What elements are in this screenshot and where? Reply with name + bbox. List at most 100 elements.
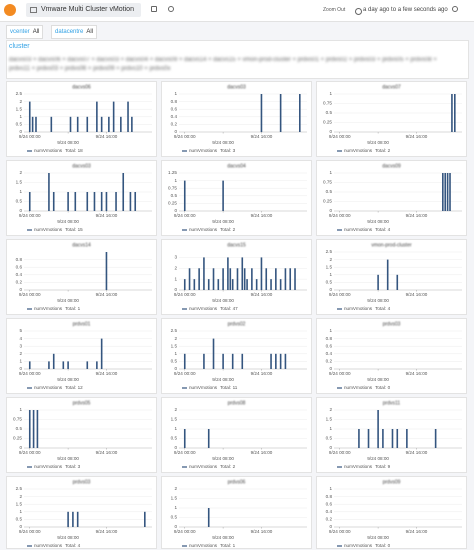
bar — [31, 116, 34, 132]
bar — [36, 410, 39, 448]
logo[interactable] — [4, 4, 16, 16]
x-tick-label: 9/24 16:00 — [96, 450, 118, 455]
y-tick-label: 2 — [19, 351, 22, 356]
legend-series-name: numVmotions — [34, 385, 63, 390]
bar — [442, 173, 444, 211]
y-tick-label: 2 — [19, 99, 22, 104]
y-tick-label: 1 — [329, 328, 332, 333]
chart: dacvs03 0 0.2 0.4 0.6 0.8 1 9/24 00:00 9/24 08:0… — [171, 84, 307, 153]
chart: prdvs06 0 0.5 1 1.5 2 9/24 00:00 9/24 08:00 9/24… — [171, 479, 307, 548]
x-tick-label: 9/24 00:00 — [329, 213, 351, 218]
legend-total: 11 — [233, 385, 238, 390]
panel-title: prdvs06 — [228, 479, 246, 485]
y-tick-label: 0 — [329, 208, 332, 213]
x-tick-label: 9/24 08:00 — [367, 377, 389, 382]
x-tick-label: 9/24 16:00 — [251, 213, 273, 218]
x-tick-label: 9/24 00:00 — [19, 371, 41, 376]
bar — [28, 361, 31, 369]
time-range[interactable]: a day ago to a few seconds ago — [355, 5, 448, 16]
y-tick-label: 0 — [19, 287, 22, 292]
bar — [69, 116, 72, 132]
bar — [391, 429, 394, 448]
y-tick-label: 0.5 — [326, 189, 333, 194]
bar — [76, 511, 79, 527]
dashboard-title[interactable]: Vmware Multi Cluster vMotion — [41, 6, 134, 13]
legend-entry: numVmotions Total: 47 — [189, 306, 238, 311]
y-tick-label: 1.5 — [326, 417, 333, 422]
y-tick-label: 3 — [174, 255, 177, 260]
bar — [207, 429, 210, 448]
dashboard-picker[interactable]: Vmware Multi Cluster vMotion — [26, 3, 141, 17]
graph-panel: vmon-prod-cluster 0 0.5 1 1.5 2 2.5 9/24 00:00 9… — [316, 239, 467, 315]
y-tick-label: 0.6 — [16, 264, 23, 269]
x-tick-label: 9/24 08:00 — [212, 140, 234, 145]
y-tick-label: 0 — [19, 208, 22, 213]
y-tick-label: 0.8 — [326, 336, 333, 341]
x-tick-label: 9/24 00:00 — [329, 134, 351, 139]
variable-value[interactable]: All — [32, 29, 40, 35]
y-tick-label: 0.6 — [326, 501, 333, 506]
legend-entry: numVmotions Total: 0 — [344, 543, 391, 548]
x-tick-label: 9/24 08:00 — [367, 535, 389, 540]
x-tick-label: 9/24 08:00 — [57, 535, 79, 540]
graph-panel: prdvs01 0 1 2 3 4 5 9/24 00:00 9/24 08:00 9/24 16… — [6, 318, 157, 394]
share-icon[interactable] — [151, 6, 157, 12]
bar — [212, 268, 215, 290]
graph-panel: prdvs05 0 0.25 0.5 0.75 1 9/24 00:00 9/24 08:00… — [6, 397, 157, 473]
settings-icon[interactable] — [168, 6, 174, 12]
panel-title: prdvs01 — [73, 321, 91, 327]
refresh-icon[interactable] — [452, 6, 458, 12]
legend-total: 47 — [233, 306, 239, 311]
chart: dacvs04 0 0.25 0.5 0.75 1 1.25 9/24 00:00 9/24 0… — [168, 163, 307, 232]
bar — [86, 192, 89, 211]
legend-total: 4 — [388, 227, 391, 232]
bar — [35, 116, 37, 132]
legend-series-name: numVmotions — [189, 306, 218, 311]
graph-panel: dacvs06 0 0.5 1 1.5 2 2.5 9/24 00:00 9/24 08:00 9… — [6, 81, 157, 157]
x-tick-label: 9/24 08:00 — [367, 140, 389, 145]
x-tick-label: 9/24 00:00 — [19, 450, 41, 455]
x-tick-label: 9/24 00:00 — [19, 134, 41, 139]
legend-total: 3 — [78, 464, 81, 469]
panel-title: vmon-prod-cluster — [371, 242, 412, 248]
x-tick-label: 9/24 16:00 — [96, 213, 118, 218]
chart: prdvs03 0 0.2 0.4 0.6 0.8 1 9/24 00:00 9/24 08:0… — [326, 321, 462, 390]
bar — [144, 511, 146, 527]
bar — [96, 361, 98, 369]
bar — [203, 353, 205, 369]
y-tick-label: 0 — [19, 129, 22, 134]
legend-total: 3 — [233, 148, 236, 153]
y-tick-label: 0 — [174, 208, 177, 213]
bar — [50, 116, 53, 132]
panel-title: prdvs11 — [383, 400, 401, 406]
x-tick-label: 9/24 08:00 — [212, 377, 234, 382]
variable[interactable]: datacentre All — [51, 25, 98, 39]
chart: dacvs03 0 0.5 1 1.5 2 9/24 00:00 9/24 08:00 9/24… — [16, 163, 152, 232]
variable[interactable]: vcenter All — [6, 25, 44, 39]
y-tick-label: 2.5 — [16, 91, 23, 96]
legend-series-name: numVmotions — [189, 543, 218, 548]
bar — [193, 279, 196, 290]
legend-entry: numVmotions Total: 4 — [344, 227, 391, 232]
y-tick-label: 2 — [174, 266, 177, 271]
bar — [367, 429, 370, 448]
y-tick-label: 2 — [329, 257, 332, 262]
bar — [100, 338, 103, 369]
x-tick-label: 9/24 16:00 — [406, 529, 428, 534]
y-tick-label: 0.5 — [171, 359, 178, 364]
bar — [275, 268, 277, 290]
y-tick-label: 0.5 — [326, 110, 333, 115]
bar — [93, 192, 96, 211]
bar — [260, 257, 263, 290]
legend-entry: numVmotions Total: 1 — [189, 543, 236, 548]
bar — [108, 116, 110, 132]
legend-total: 0 — [388, 543, 391, 548]
x-tick-label: 9/24 00:00 — [329, 529, 351, 534]
bar — [382, 429, 384, 448]
zoom-out[interactable]: Zoom Out — [323, 7, 346, 13]
variable-value[interactable]: All — [86, 29, 94, 35]
bar — [122, 173, 125, 211]
y-tick-label: 0.5 — [16, 122, 23, 127]
